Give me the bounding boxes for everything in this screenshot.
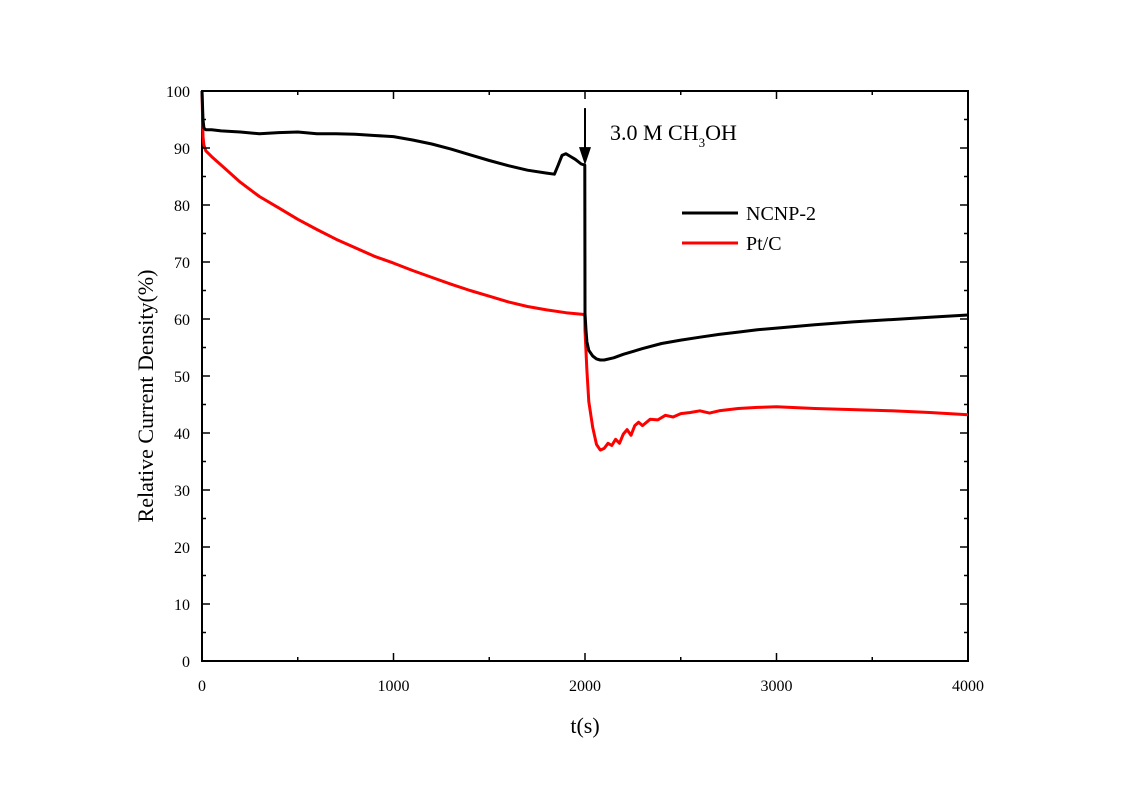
x-tick-label: 2000 xyxy=(569,678,601,695)
legend: NCNP-2 Pt/C xyxy=(682,203,816,255)
annotation-text-subscript: 3 xyxy=(699,135,706,150)
y-axis-title: Relative Current Density(%) xyxy=(133,270,158,523)
ticks-layer: 0 1000 2000 3000 4000 0 10 20 30 40 50 60 70 80 90 100 xyxy=(166,84,984,695)
series-line-ncnp-2 xyxy=(200,90,969,362)
y-tick-label: 40 xyxy=(174,426,190,443)
y-tick-label: 50 xyxy=(174,369,190,386)
annotation-arrow-head xyxy=(579,147,591,166)
x-tick-label: 3000 xyxy=(761,678,793,695)
x-axis-title: t(s) xyxy=(570,713,599,738)
x-tick-label: 4000 xyxy=(952,678,984,695)
x-tick-label: 0 xyxy=(198,678,206,695)
annotation-text-main: 3.0 M CH xyxy=(610,120,699,145)
y-tick-label: 100 xyxy=(166,84,190,101)
y-tick-label: 30 xyxy=(174,483,190,500)
x-tick-label: 1000 xyxy=(378,678,410,695)
y-tick-label: 80 xyxy=(174,198,190,215)
annotation-text-tail: OH xyxy=(705,120,737,145)
legend-label-ncnp2: NCNP-2 xyxy=(746,203,816,225)
y-tick-label: 70 xyxy=(174,255,190,272)
legend-label-ptc: Pt/C xyxy=(746,233,782,255)
y-tick-label: 90 xyxy=(174,141,190,158)
y-tick-label: 0 xyxy=(182,654,190,671)
series-layer xyxy=(200,90,969,452)
y-tick-label: 20 xyxy=(174,540,190,557)
y-tick-label: 60 xyxy=(174,312,190,329)
annotation-text: 3.0 M CH3OH xyxy=(610,120,737,150)
series-line-pt-c xyxy=(200,90,969,452)
y-tick-label: 10 xyxy=(174,597,190,614)
methanol-annotation: 3.0 M CH3OH xyxy=(579,108,737,166)
